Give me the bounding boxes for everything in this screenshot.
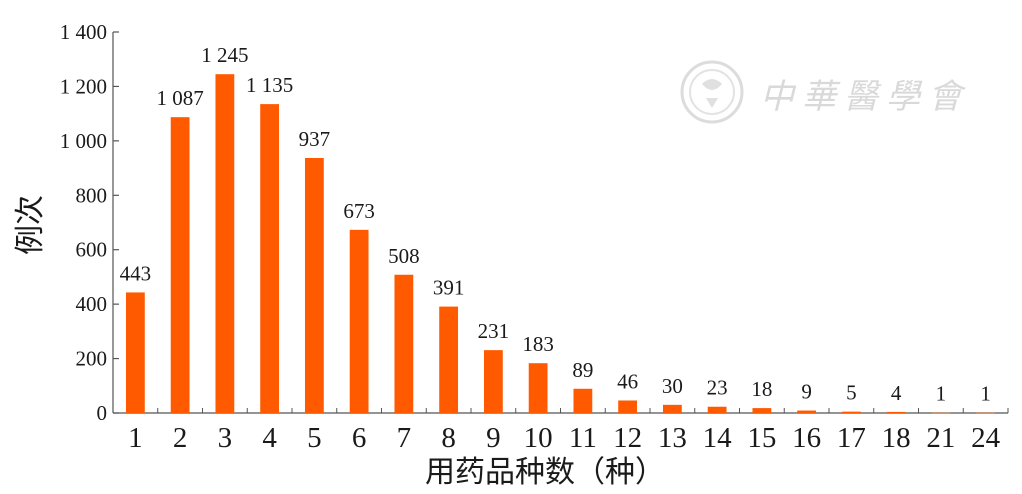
x-tick-label: 2 [173,422,188,454]
x-tick-label: 7 [397,422,412,454]
x-tick-label: 1 [128,422,143,454]
bar [260,104,280,413]
bar [528,363,548,413]
y-tick-label: 600 [76,238,108,262]
bar [304,158,324,413]
data-label: 231 [478,319,510,343]
bar [215,74,235,414]
y-tick-label: 800 [76,183,108,207]
data-label: 5 [846,381,857,405]
bars [125,74,996,414]
data-label: 937 [299,127,331,151]
x-tick-label: 10 [524,422,553,454]
x-tick-label: 15 [747,422,776,454]
bar [618,400,638,413]
watermark: 中華醫學會 [680,60,970,124]
bar [439,306,459,413]
x-tick-label: 21 [926,422,955,454]
x-tick-label: 4 [262,422,277,454]
y-tick-label: 1 400 [60,20,107,44]
data-label: 508 [388,244,420,268]
data-label: 23 [707,376,728,400]
bar [170,117,190,413]
bar [707,406,727,413]
bar [841,411,861,413]
bar [394,274,414,413]
x-tick-label: 14 [703,422,733,454]
bar [662,404,682,413]
x-tick-label: 6 [352,422,367,454]
bar [931,412,951,414]
watermark-text: 中華醫學會 [760,77,970,117]
data-label: 1 135 [246,73,293,97]
x-axis-ticks: 1 2 3 4 5 6 7 8 9 10 11 12 13 14 15 16 17 18 21 24 [112,408,1009,454]
y-tick-label: 200 [76,347,108,371]
x-tick-label: 5 [307,422,322,454]
y-axis-ticks: 0 200 400 600 800 1 000 1 200 1 400 [60,20,119,425]
y-tick-label: 0 [97,401,108,425]
data-label: 9 [801,380,812,404]
x-tick-label: 9 [486,422,501,454]
x-tick-label: 24 [971,422,1001,454]
x-tick-label: 12 [613,422,642,454]
bar [573,388,593,413]
data-label: 18 [751,377,772,401]
data-label: 46 [617,369,638,393]
x-tick-label: 3 [218,422,233,454]
cma-seal-logo [680,60,744,124]
y-axis-label: 例次 [13,195,48,255]
data-label: 673 [343,199,375,223]
bar [125,292,145,413]
x-tick-label: 18 [882,422,911,454]
bar [976,412,996,414]
bar [483,350,503,413]
data-label: 1 245 [201,43,248,67]
bar [797,410,817,413]
data-label: 4 [891,381,902,405]
x-axis-label: 用药品种数（种） [425,455,665,490]
x-tick-label: 16 [792,422,821,454]
data-label: 183 [522,332,554,356]
data-label: 391 [433,276,465,300]
data-label: 1 087 [157,86,204,110]
bar [752,408,772,413]
y-tick-label: 400 [76,292,108,316]
y-tick-label: 1 000 [60,129,107,153]
data-label: 30 [662,374,683,398]
y-tick-label: 1 200 [60,74,107,98]
x-tick-label: 13 [658,422,687,454]
bar [349,229,369,413]
x-tick-label: 17 [837,422,866,454]
data-label: 1 [980,382,991,406]
data-label: 89 [572,358,593,382]
bar [886,411,906,413]
data-label: 1 [936,382,947,406]
x-tick-label: 8 [441,422,456,454]
data-label: 443 [120,261,152,285]
x-tick-label: 11 [569,422,597,454]
